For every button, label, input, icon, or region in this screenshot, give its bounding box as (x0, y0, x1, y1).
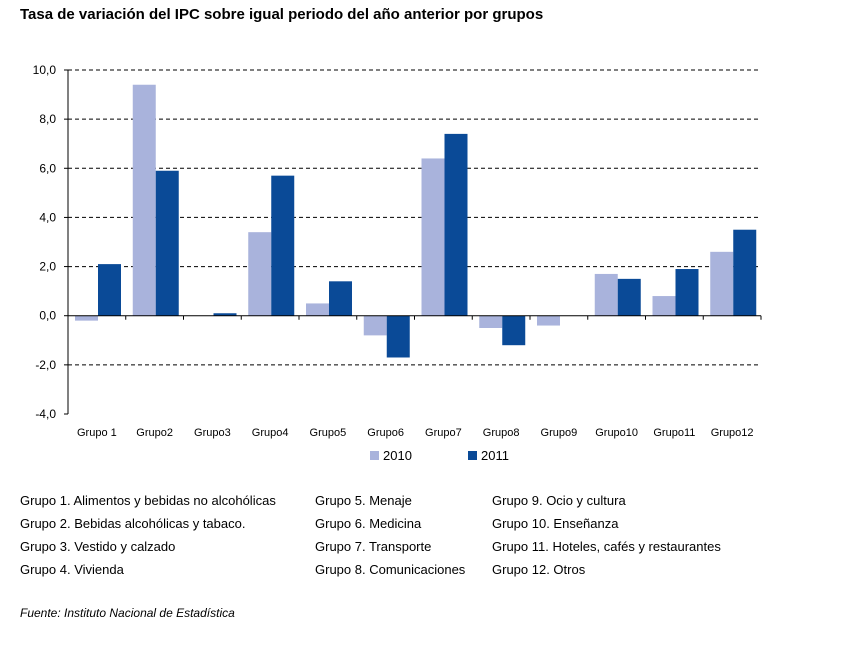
bar-2011-grupo6 (386, 315, 410, 358)
bar-2011-grupo11 (675, 269, 699, 316)
y-tick-label: 0,0 (39, 309, 56, 323)
bar-2011-grupo5 (329, 281, 352, 316)
bar-2010-grupo12 (710, 251, 734, 316)
groups-legend-column-3: Grupo 9. Ocio y cultura Grupo 10. Enseña… (492, 492, 721, 584)
bar-2010-grupo2 (132, 84, 156, 316)
y-tick-label: -4,0 (35, 407, 56, 421)
x-tick-label: Grupo11 (653, 427, 695, 439)
chart-title: Tasa de variación del IPC sobre igual pe… (20, 6, 544, 23)
y-tick-label: 4,0 (39, 210, 56, 224)
groups-legend-item: Grupo 11. Hoteles, cafés y restaurantes (492, 539, 721, 554)
groups-legend-item: Grupo 10. Enseñanza (492, 516, 619, 531)
groups-legend-column-1: Grupo 1. Alimentos y bebidas no alcohóli… (20, 492, 276, 584)
legend-swatch-2011 (468, 451, 477, 460)
x-tick-label: Grupo3 (194, 427, 231, 439)
x-tick-label: Grupo 1 (77, 427, 117, 439)
bar-2010-grupo10 (594, 273, 618, 316)
groups-legend-column-2: Grupo 5. Menaje Grupo 6. Medicina Grupo … (315, 492, 465, 584)
groups-legend-item: Grupo 5. Menaje (315, 493, 412, 508)
x-tick-label: Grupo4 (252, 427, 289, 439)
y-tick-label: 2,0 (39, 260, 56, 274)
bar-2011-grupo2 (155, 170, 179, 316)
x-tick-label: Grupo7 (425, 427, 462, 439)
x-tick-label: Grupo2 (136, 427, 173, 439)
bar-2011-grupo8 (502, 315, 526, 346)
source-note: Fuente: Instituto Nacional de Estadístic… (20, 606, 235, 620)
x-tick-label: Grupo10 (595, 427, 638, 439)
bar-2010-grupo7 (421, 158, 445, 316)
bar-2010-grupo4 (248, 232, 272, 316)
bar-2011-grupo4 (271, 175, 295, 316)
bar-2010-grupo9 (537, 315, 560, 326)
bar-2010-grupo11 (652, 296, 676, 316)
x-tick-label: Grupo8 (483, 427, 520, 439)
legend-swatch-2010 (370, 451, 379, 460)
bar-2010-grupo5 (306, 303, 329, 316)
bar-2011-grupo7 (444, 133, 468, 316)
legend-label-2010: 2010 (383, 448, 412, 463)
x-tick-label: Grupo9 (541, 427, 578, 439)
bar-2010-grupo6 (363, 315, 387, 336)
x-tick-label: Grupo5 (310, 427, 347, 439)
bar-2011-grupo10 (617, 278, 641, 316)
groups-legend-item: Grupo 12. Otros (492, 562, 586, 577)
bar-2011-grupo12 (733, 229, 757, 316)
groups-legend-item: Grupo 6. Medicina (315, 516, 422, 531)
bar-2011-grupo1 (98, 264, 121, 316)
y-tick-label: 8,0 (39, 112, 56, 126)
y-tick-label: -2,0 (35, 358, 56, 372)
x-tick-label: Grupo6 (367, 427, 404, 439)
groups-legend-item: Grupo 8. Comunicaciones (315, 562, 466, 577)
groups-legend-item: Grupo 2. Bebidas alcohólicas y tabaco. (20, 516, 246, 531)
groups-legend-item: Grupo 4. Vivienda (20, 562, 124, 577)
groups-legend-item: Grupo 1. Alimentos y bebidas no alcohóli… (20, 493, 276, 508)
groups-legend-item: Grupo 3. Vestido y calzado (20, 539, 176, 554)
bar-2010-grupo8 (479, 315, 503, 328)
x-tick-label: Grupo12 (711, 427, 754, 439)
bar-2010-grupo1 (75, 315, 98, 321)
y-tick-label: 10,0 (33, 63, 57, 77)
bar-2011-grupo3 (213, 313, 237, 316)
y-tick-label: 6,0 (39, 161, 56, 175)
groups-legend-item: Grupo 9. Ocio y cultura (492, 493, 626, 508)
bar-chart: 10,0 8,0 6,0 4,0 2,0 0,0 -2,0 -4,0 Grupo 1 Grupo2… (33, 63, 762, 463)
groups-legend-item: Grupo 7. Transporte (315, 539, 432, 554)
legend-label-2011: 2011 (481, 448, 509, 463)
groups-legend: Grupo 1. Alimentos y bebidas no alcohóli… (20, 492, 840, 592)
